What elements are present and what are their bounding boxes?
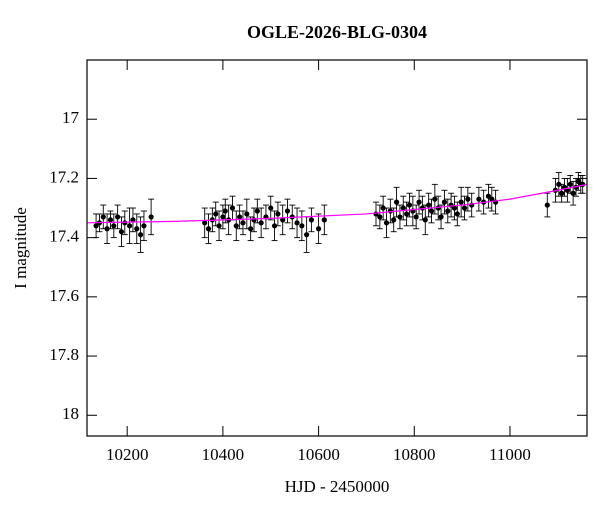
data-point (476, 196, 482, 202)
y-tick-label: 17.8 (49, 345, 79, 364)
model-curve (87, 183, 587, 224)
data-point (400, 205, 406, 211)
data-point (254, 208, 260, 214)
data-point (284, 208, 291, 214)
data-point (107, 217, 114, 223)
data-point (233, 223, 239, 229)
y-tick-label: 17.4 (49, 227, 79, 246)
data-point (567, 181, 573, 187)
data-point (137, 232, 144, 238)
data-point (216, 223, 222, 229)
data-point (251, 217, 257, 223)
data-point (134, 226, 140, 232)
data-point (130, 217, 136, 223)
data-point (438, 214, 444, 220)
data-point (93, 223, 99, 229)
data-point (122, 220, 128, 226)
x-axis-label: HJD - 2450000 (285, 477, 390, 496)
data-point (377, 214, 383, 220)
data-point (413, 214, 419, 220)
data-point (383, 220, 390, 226)
data-point (271, 223, 278, 229)
data-point (432, 196, 438, 202)
plot-area (87, 172, 587, 253)
data-point (229, 205, 236, 211)
data-point (465, 196, 471, 202)
data-point (111, 223, 117, 229)
data-point (268, 205, 274, 211)
data-point (244, 211, 250, 217)
data-point (451, 205, 458, 211)
data-point (237, 214, 243, 220)
plot-frame (86, 59, 588, 437)
x-tick-label: 10400 (202, 445, 245, 464)
data-point (544, 202, 550, 208)
y-tick-label: 18 (62, 404, 79, 423)
data-point (391, 217, 397, 223)
data-point (570, 190, 576, 196)
data-point (115, 214, 121, 220)
data-point (220, 214, 226, 220)
data-point (248, 226, 254, 232)
data-point (454, 211, 460, 217)
data-point (126, 223, 133, 229)
data-point (118, 229, 125, 235)
data-point (299, 223, 305, 229)
y-tick-label: 17.2 (49, 167, 79, 186)
data-point (104, 226, 110, 232)
data-point (148, 214, 154, 220)
data-point (240, 220, 246, 226)
data-point (321, 217, 327, 223)
data-point (445, 208, 451, 214)
y-tick-label: 17 (62, 108, 80, 127)
data-point (280, 217, 286, 223)
data-point (422, 217, 428, 223)
x-tick-label: 10600 (297, 445, 340, 464)
data-point (485, 193, 492, 199)
data-point (213, 211, 219, 217)
data-point (222, 208, 228, 214)
data-point (275, 211, 281, 217)
data-point (315, 226, 322, 232)
data-point (441, 199, 448, 205)
data-point (489, 196, 495, 202)
data-point (141, 223, 147, 229)
data-point (258, 220, 264, 226)
data-point (397, 214, 403, 220)
x-tick-label: 10800 (393, 445, 436, 464)
y-tick-label: 17.6 (49, 286, 79, 305)
data-point (559, 190, 565, 196)
data-point (294, 220, 300, 226)
y-axis-label: I magnitude (11, 207, 30, 289)
x-tick-label: 10200 (106, 445, 149, 464)
data-point (416, 199, 422, 205)
data-point (458, 199, 464, 205)
data-point (428, 208, 435, 214)
data-point (426, 202, 432, 208)
data-point (404, 211, 410, 217)
data-point (461, 205, 468, 211)
data-point (406, 202, 413, 208)
data-point (380, 205, 386, 211)
data-point (393, 199, 400, 205)
x-tick-label: 11000 (489, 445, 531, 464)
data-point (304, 232, 310, 238)
data-point (205, 226, 212, 232)
data-point (308, 217, 315, 223)
chart-title: OGLE-2026-BLG-0304 (247, 22, 427, 42)
data-point (202, 220, 208, 226)
data-point (100, 214, 106, 220)
